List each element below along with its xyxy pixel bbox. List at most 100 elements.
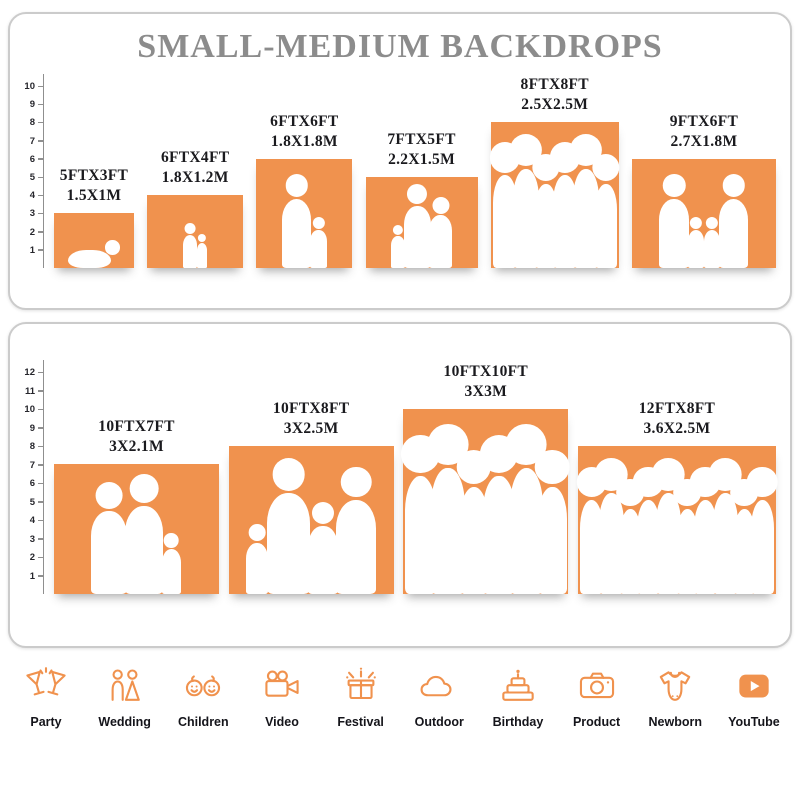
birthday-cake-icon <box>496 664 540 710</box>
people-silhouettes <box>401 423 570 594</box>
person-silhouette <box>89 482 129 594</box>
person-silhouette <box>569 133 602 268</box>
ruler-number: 5 <box>29 496 35 508</box>
backdrop-item: 5FTX3FT 1.5X1M <box>54 166 134 268</box>
size-m: 3X2.1M <box>109 437 164 455</box>
person-silhouette <box>428 197 454 268</box>
person-silhouette <box>747 466 778 594</box>
size-ft: 9FTX6FT <box>669 112 739 130</box>
people-silhouettes <box>58 238 130 268</box>
person-silhouette <box>687 216 705 268</box>
bottom-bars: 10FTX7FT 3X2.1M 10FTX8FT 3X2.5M 10FTX10F… <box>54 362 778 594</box>
top-chart: 1 2 3 4 5 6 7 8 9 10 5FTX3FT 1.5X1M 6FTX4FT 1.8X1… <box>10 14 790 308</box>
ruler-number: 10 <box>24 404 35 415</box>
person-silhouette <box>264 457 313 594</box>
backdrop-bar <box>54 464 219 594</box>
category-label: Children <box>177 715 229 729</box>
backdrop-item: 6FTX4FT 1.8X1.2M <box>147 148 244 268</box>
category-birthday: Birthday <box>486 664 550 729</box>
children-faces-icon <box>181 664 225 710</box>
person-silhouette <box>196 233 208 268</box>
ruler-number: 1 <box>29 570 35 582</box>
person-silhouette <box>717 174 751 268</box>
person-silhouette <box>651 457 685 594</box>
category-label: Video <box>265 715 299 729</box>
ruler-number: 8 <box>29 117 35 129</box>
size-m: 3X2.5M <box>283 419 339 437</box>
size-ft: 8FTX8FT <box>520 75 589 93</box>
backdrop-size-label: 12FTX8FT 3.6X2.5M <box>639 399 715 439</box>
category-label: YouTube <box>728 715 780 729</box>
backdrop-item: 12FTX8FT 3.6X2.5M <box>576 399 778 594</box>
bottom-chart: 1 2 3 4 5 6 7 8 9 10 11 12 10FTX7FT 3X2.1M 10FTX8FT… <box>10 324 790 646</box>
category-newborn: Newborn <box>643 664 707 729</box>
people-silhouettes <box>233 457 390 594</box>
video-camera-icon <box>260 664 304 710</box>
backdrop-bar <box>401 409 570 594</box>
ruler-number: 4 <box>29 515 35 526</box>
category-label: Product <box>572 715 621 729</box>
ruler-number: 3 <box>29 208 35 220</box>
size-m: 1.8X1.8M <box>270 132 338 150</box>
camera-icon <box>575 664 619 710</box>
festival-gift-icon <box>339 664 383 710</box>
backdrop-size-label: 8FTX8FT 2.5X2.5M <box>521 75 589 115</box>
ruler-number: 6 <box>29 153 35 165</box>
backdrop-size-label: 10FTX7FT 3X2.1M <box>98 417 174 457</box>
people-silhouettes <box>576 457 778 594</box>
category-label: Birthday <box>492 715 544 729</box>
size-ft: 10FTX10FT <box>443 362 529 380</box>
category-label: Newborn <box>648 715 702 729</box>
size-ft: 7FTX5FT <box>387 130 456 148</box>
size-m: 1.5X1M <box>66 186 122 204</box>
size-ft: 5FTX3FT <box>59 166 129 184</box>
size-ft: 12FTX8FT <box>638 399 716 417</box>
category-product: Product <box>565 664 629 729</box>
backdrop-size-label: 10FTX8FT 3X2.5M <box>273 399 349 439</box>
bottom-panel: 1 2 3 4 5 6 7 8 9 10 11 12 10FTX7FT 3X2.1M 10FTX8FT… <box>8 322 792 648</box>
backdrop-bar <box>256 159 353 268</box>
backdrop-bar <box>576 446 778 594</box>
backdrop-item: 9FTX6FT 2.7X1.8M <box>631 112 776 268</box>
backdrop-bar <box>365 177 478 268</box>
backdrop-item: 6FTX6FT 1.8X1.8M <box>256 112 353 268</box>
backdrop-size-label: 6FTX6FT 1.8X1.8M <box>270 112 338 152</box>
people-silhouettes <box>489 133 620 268</box>
youtube-play-icon <box>732 664 776 710</box>
ruler-number: 2 <box>29 552 35 563</box>
category-label: Party <box>30 715 62 729</box>
baby-onesie-icon <box>653 664 697 710</box>
person-silhouette <box>245 524 270 594</box>
backdrop-size-label: 9FTX6FT 2.7X1.8M <box>670 112 738 152</box>
category-festival: Festival <box>329 664 393 729</box>
size-m: 1.8X1.2M <box>161 168 229 186</box>
backdrop-size-label: 7FTX5FT 2.2X1.5M <box>387 130 455 170</box>
ruler-number: 9 <box>29 422 35 434</box>
person-silhouette <box>68 238 120 268</box>
category-children: Children <box>171 664 235 729</box>
ruler-number: 10 <box>24 81 35 92</box>
person-silhouette <box>673 478 702 594</box>
people-silhouettes <box>260 174 348 268</box>
size-m: 2.2X1.5M <box>388 150 456 168</box>
ruler-number: 8 <box>29 441 35 452</box>
person-silhouette <box>591 154 620 268</box>
ruler-number: 11 <box>24 385 35 397</box>
backdrop-bar <box>631 159 776 268</box>
backdrop-bar <box>54 213 134 268</box>
backdrop-size-label: 6FTX4FT 1.8X1.2M <box>161 148 229 188</box>
people-silhouettes <box>58 474 215 594</box>
ruler-number: 6 <box>29 478 35 489</box>
people-silhouettes <box>151 222 239 268</box>
ruler-number: 1 <box>29 244 35 256</box>
person-silhouette <box>333 466 379 594</box>
person-silhouette <box>160 532 182 594</box>
category-outdoor: Outdoor <box>407 664 471 729</box>
category-row: Party Wedding <box>14 664 786 729</box>
ruler-number: 4 <box>29 190 35 202</box>
backdrop-item: 10FTX8FT 3X2.5M <box>228 399 394 594</box>
person-silhouette <box>456 449 492 594</box>
wedding-couple-icon <box>103 664 147 710</box>
person-silhouette <box>307 502 340 594</box>
